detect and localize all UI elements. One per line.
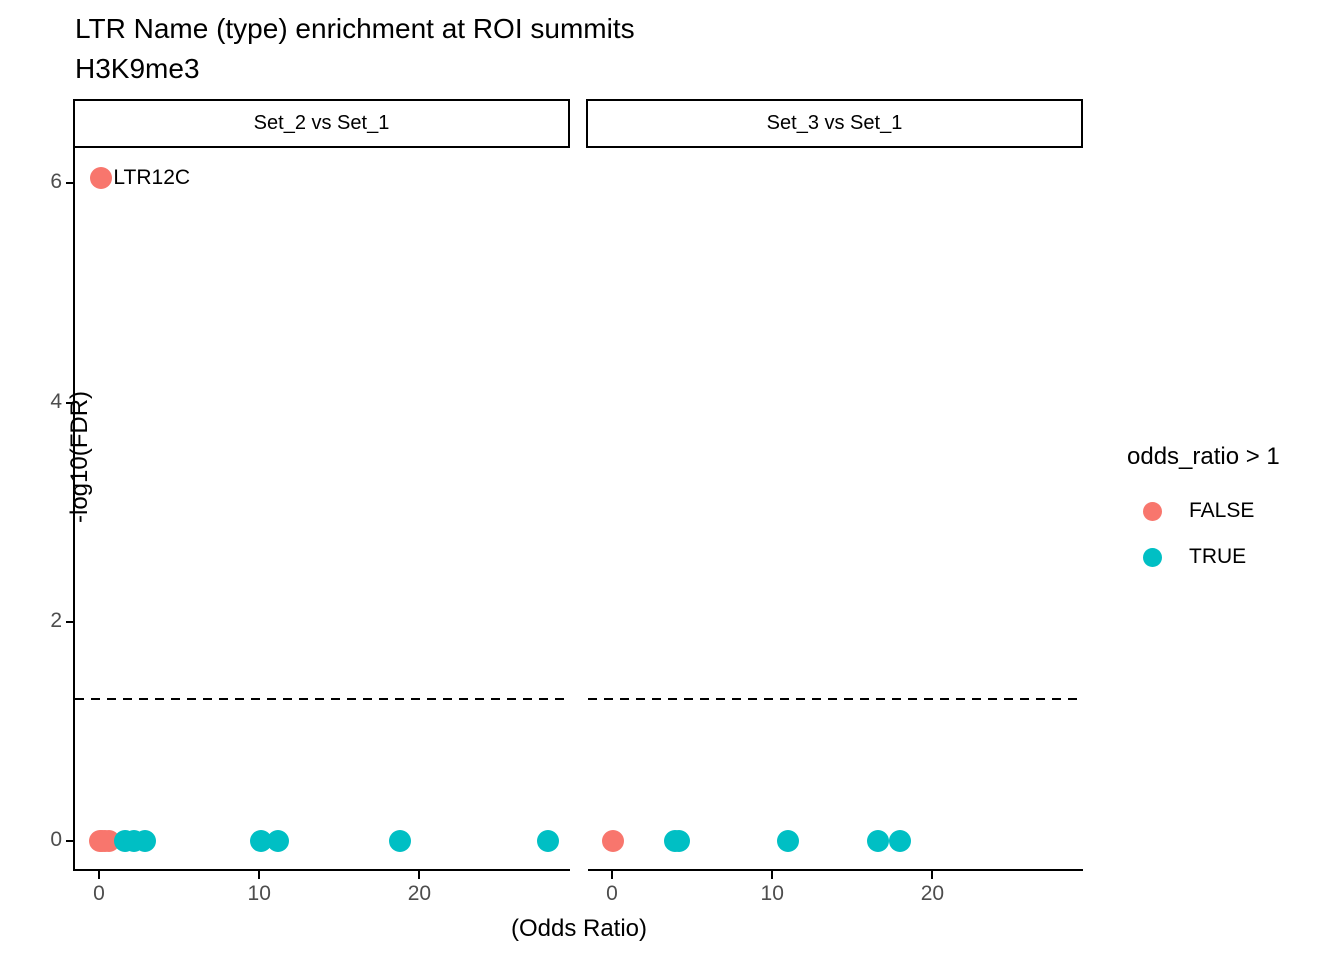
- y-tick: [66, 401, 74, 404]
- legend: odds_ratio > 1 FALSE TRUE: [1127, 443, 1280, 568]
- y-tick: [66, 621, 74, 624]
- data-point: [601, 830, 624, 853]
- y-tick-label: 4: [50, 389, 62, 413]
- data-point: [267, 830, 290, 853]
- data-point: [889, 830, 912, 853]
- y-tick-label: 0: [50, 828, 62, 852]
- threshold-line: [75, 697, 570, 700]
- data-point: [866, 830, 889, 853]
- data-point: [249, 830, 272, 853]
- legend-item-false: FALSE: [1143, 499, 1254, 523]
- legend-item-true: TRUE: [1143, 545, 1246, 569]
- y-axis-title: -log10(FDR): [66, 390, 94, 523]
- x-axis-line: [588, 869, 1083, 871]
- x-tick-label: 10: [247, 882, 271, 905]
- threshold-line: [588, 697, 1083, 700]
- x-tick-label: 20: [920, 882, 945, 905]
- x-tick-label: 0: [606, 882, 618, 905]
- point-label: LTR12C: [113, 165, 191, 189]
- x-tick: [258, 871, 261, 879]
- legend-title: odds_ratio > 1: [1127, 443, 1280, 470]
- y-tick-label: 2: [50, 609, 62, 633]
- data-point: [134, 830, 157, 853]
- data-point: [389, 830, 412, 853]
- plot-subtitle: H3K9me3: [75, 53, 200, 84]
- x-tick: [418, 871, 421, 879]
- y-tick: [66, 182, 74, 185]
- data-point: [777, 830, 800, 853]
- legend-swatch-true: [1143, 547, 1162, 567]
- legend-item-label: TRUE: [1189, 545, 1247, 568]
- x-axis-line: [73, 869, 570, 871]
- y-tick-label: 6: [50, 170, 62, 194]
- x-tick-label: 10: [760, 882, 784, 905]
- x-axis-title: (Odds Ratio): [510, 915, 648, 942]
- x-tick: [931, 871, 934, 879]
- facet-strip: Set_3 vs Set_1: [586, 99, 1083, 148]
- x-tick: [98, 871, 101, 879]
- y-axis-line: [73, 148, 75, 871]
- x-tick-label: 0: [93, 882, 105, 905]
- x-tick: [771, 871, 774, 879]
- x-tick-label: 20: [407, 882, 432, 905]
- legend-swatch-false: [1143, 501, 1162, 521]
- data-point: [536, 830, 559, 853]
- legend-item-label: FALSE: [1189, 499, 1255, 522]
- y-tick: [66, 840, 74, 843]
- plot-title: LTR Name (type) enrichment at ROI summit…: [75, 13, 635, 44]
- data-point: [90, 166, 113, 189]
- facet-strip: Set_2 vs Set_1: [73, 99, 570, 148]
- data-point: [668, 830, 691, 853]
- x-tick: [611, 871, 614, 879]
